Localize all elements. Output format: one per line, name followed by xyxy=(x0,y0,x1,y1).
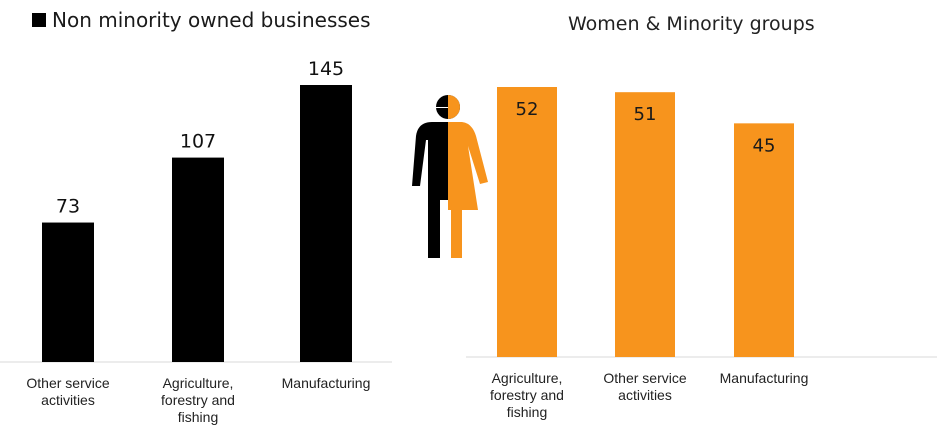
category-label: Other service activities xyxy=(26,375,109,408)
category-label: Agriculture, forestry and fishing xyxy=(161,375,235,425)
category-label: Manufacturing xyxy=(720,370,809,386)
right-bar-chart: 52 Agriculture, forestry and fishing 51 Other… xyxy=(466,87,937,420)
legend-label: Non minority owned businesses xyxy=(52,8,371,32)
bar xyxy=(42,222,94,362)
category-label: Manufacturing xyxy=(282,375,371,391)
bar xyxy=(497,87,557,357)
data-label: 51 xyxy=(634,104,657,125)
category-label: Agriculture, forestry and fishing xyxy=(490,370,564,420)
data-label: 52 xyxy=(516,99,539,120)
left-bar-chart: 73 Other service activities 107 Agriculture,… xyxy=(0,58,392,425)
data-label: 145 xyxy=(308,58,344,80)
bar xyxy=(300,85,352,362)
legend-swatch xyxy=(32,13,46,27)
data-label: 45 xyxy=(753,135,776,156)
data-label: 107 xyxy=(180,131,216,153)
male-female-split-icon xyxy=(412,95,488,258)
chart-title-right: Women & Minority groups xyxy=(568,13,815,35)
bar xyxy=(734,123,794,357)
category-label: Other service activities xyxy=(603,370,686,403)
bar xyxy=(172,157,224,362)
bar xyxy=(615,92,675,357)
data-label: 73 xyxy=(56,196,80,218)
